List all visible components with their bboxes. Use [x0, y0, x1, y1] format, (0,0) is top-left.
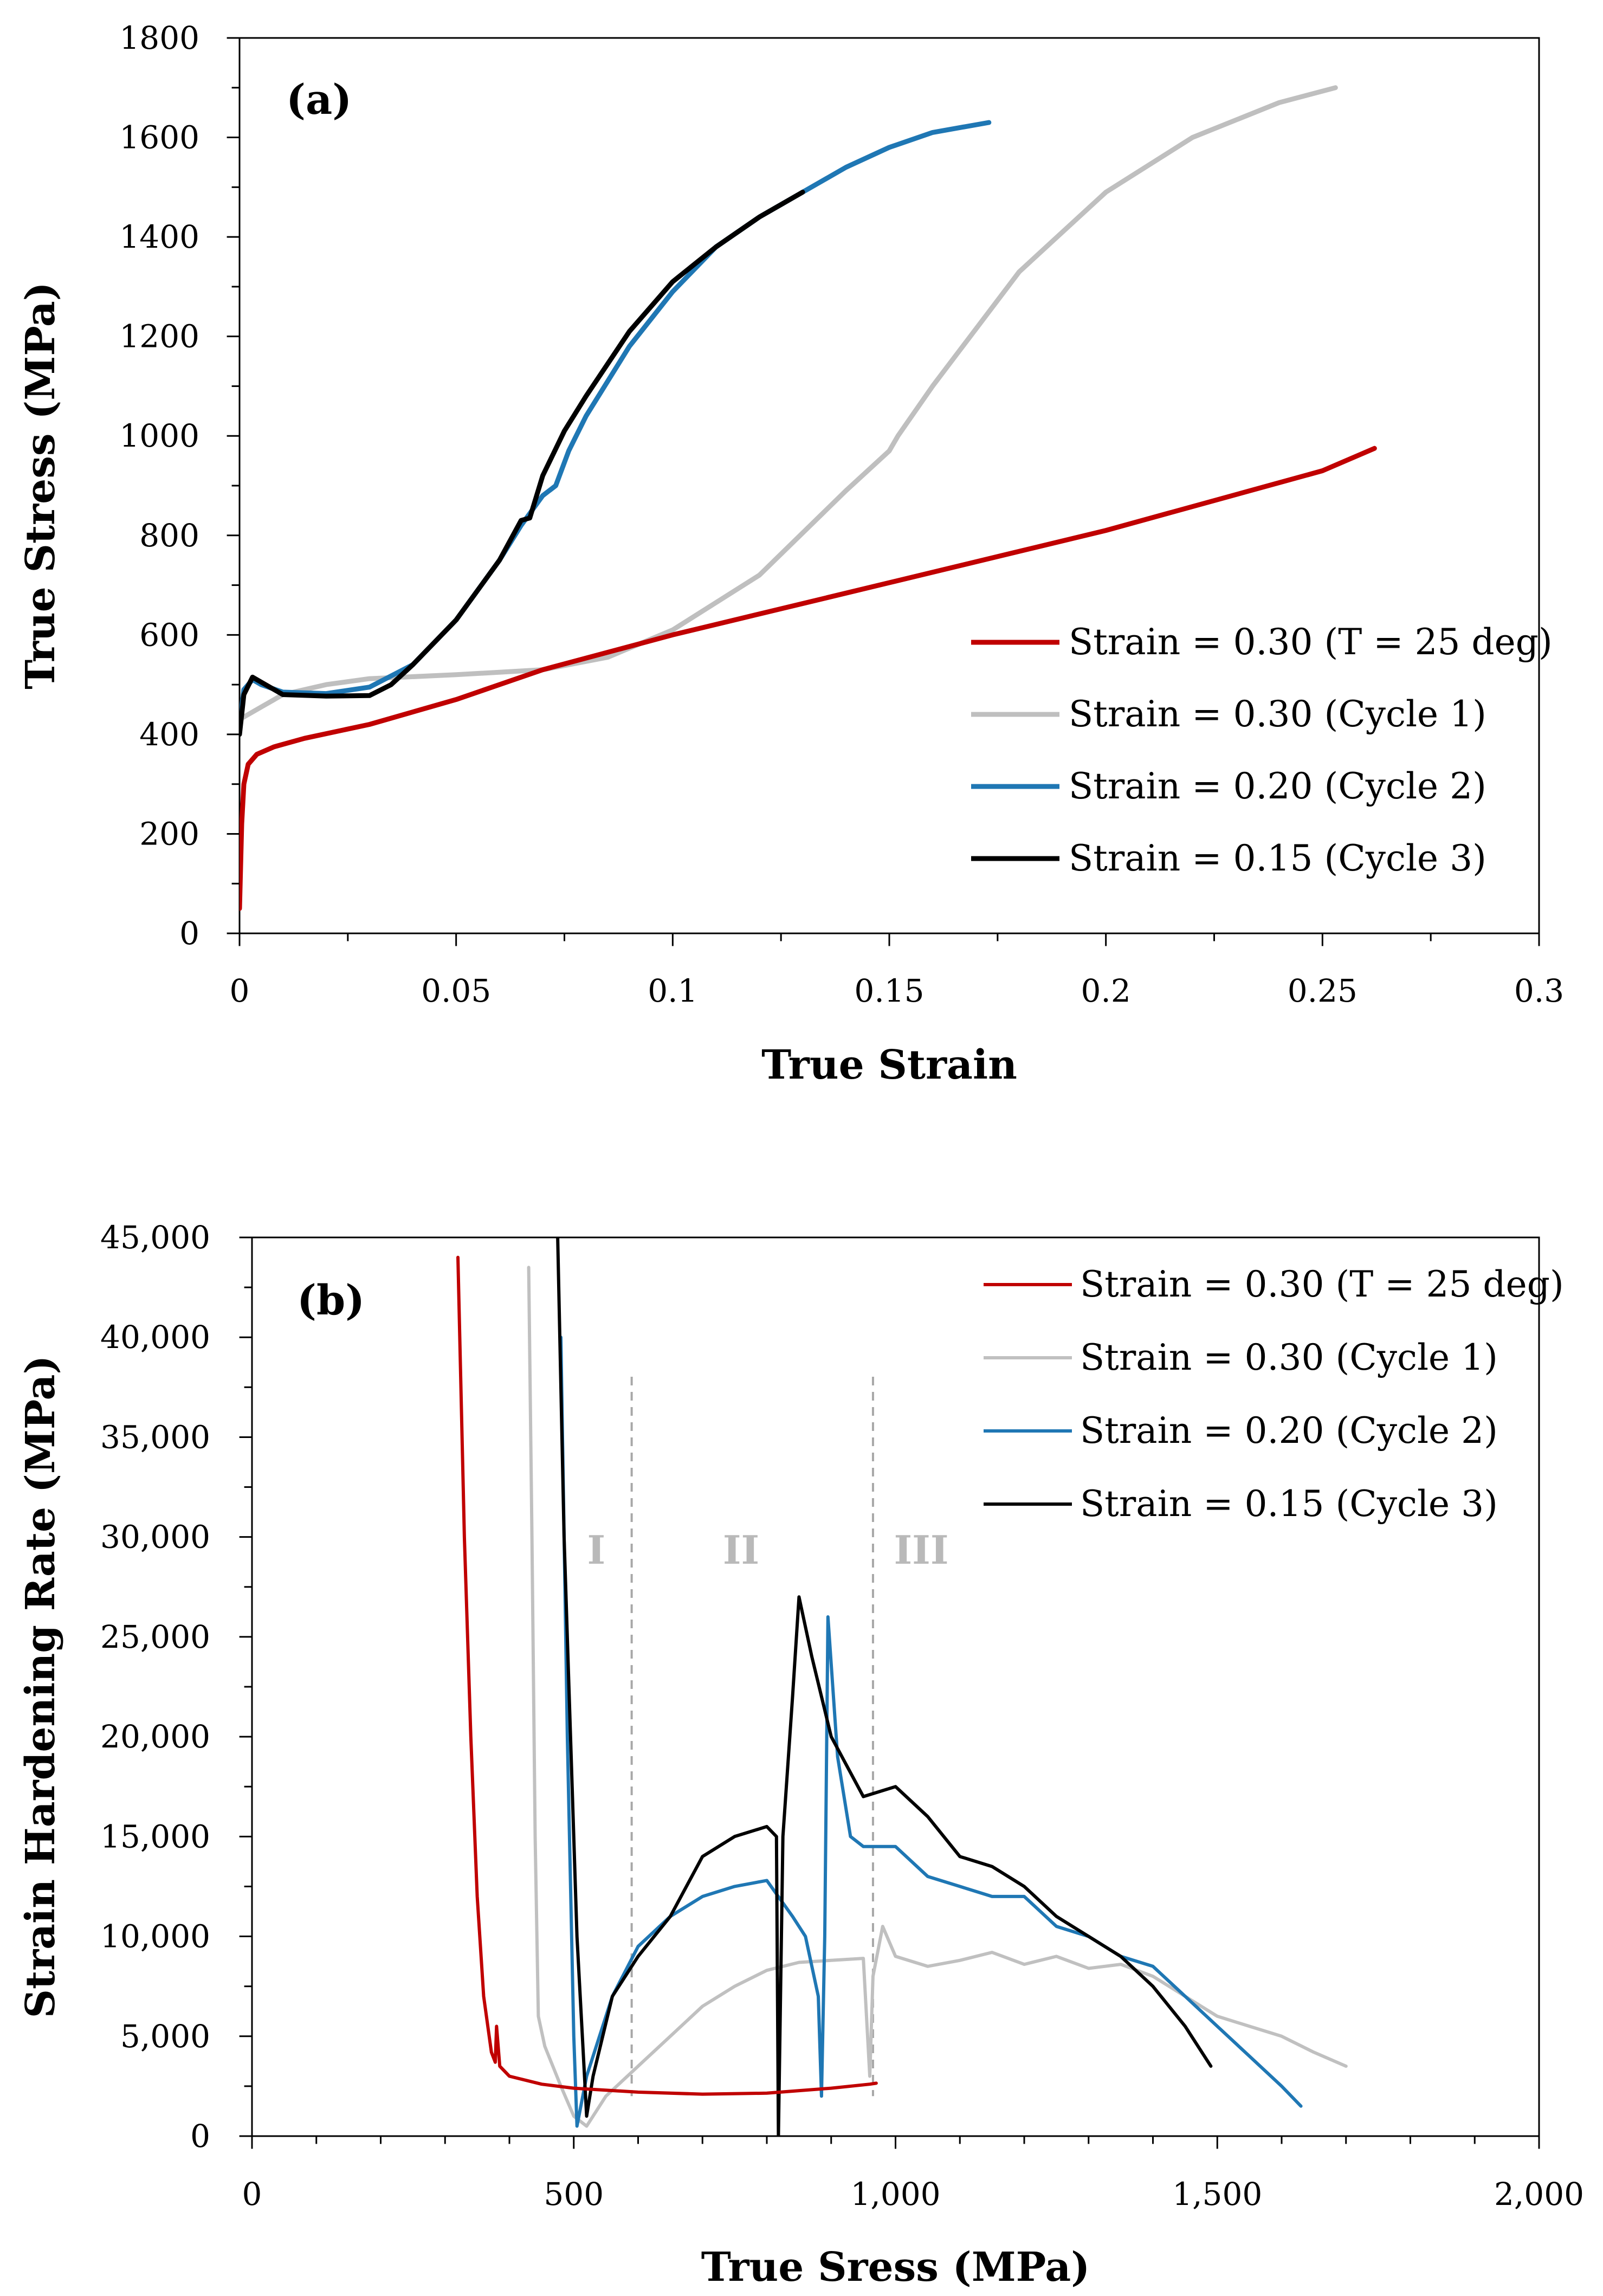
y-tick-label: 1600 [119, 119, 199, 156]
y-tick-label: 30,000 [100, 1519, 210, 1556]
region-label: III [894, 1527, 948, 1573]
x-tick-label: 0.05 [421, 972, 491, 1009]
series-line-4 [240, 190, 805, 737]
x-tick-label: 0 [242, 2176, 262, 2213]
x-tick-label: 1,500 [1172, 2176, 1262, 2213]
y-tick-label: 800 [139, 517, 199, 554]
y-tick-label: 40,000 [100, 1319, 210, 1356]
x-tick-label: 1,000 [850, 2176, 940, 2213]
x-tick-label: 2,000 [1494, 2176, 1584, 2213]
y-tick-label: 10,000 [100, 1918, 210, 1955]
y-tick-label: 200 [139, 815, 199, 852]
panel-label: (b) [297, 1276, 365, 1324]
y-tick-label: 20,000 [100, 1718, 210, 1755]
x-tick-label: 500 [544, 2176, 604, 2213]
y-tick-label: 1200 [119, 318, 199, 355]
panel-a-chart: 0 0.05 0.1 0.15 0.2 0.25 0.3 0 200 400 600 800 1000 1… [17, 20, 1564, 1088]
y-tick-label: 600 [139, 616, 199, 653]
x-tick-label: 0.1 [648, 972, 697, 1009]
y-tick-label: 25,000 [100, 1618, 210, 1655]
y-tick-label: 45,000 [100, 1219, 210, 1256]
series-line-3 [240, 120, 992, 727]
y-tick-label: 0 [179, 915, 199, 952]
y-tick-label: 1800 [119, 20, 199, 56]
x-axis-title: True Strain [761, 1042, 1017, 1088]
y-tick-label: 35,000 [100, 1418, 210, 1455]
y-tick-label: 400 [139, 716, 199, 753]
legend-entry: Strain = 0.15 (Cycle 3) [1080, 1483, 1498, 1525]
y-tick-label: 1400 [119, 218, 199, 255]
x-tick-label: 0.3 [1514, 972, 1564, 1009]
x-tick-label: 0.2 [1081, 972, 1131, 1009]
y-tick-label: 1000 [119, 417, 199, 454]
panel-label: (a) [286, 75, 352, 124]
y-tick-label: 15,000 [100, 1818, 210, 1855]
legend-entry: Strain = 0.30 (T = 25 deg) [1069, 621, 1553, 663]
legend-entry: Strain = 0.15 (Cycle 3) [1069, 837, 1486, 879]
series-line-4 [556, 1237, 1213, 2136]
y-tick-label: 5,000 [120, 2018, 210, 2055]
series-line-2 [240, 85, 1338, 722]
x-tick-label: 0.15 [854, 972, 924, 1009]
series-line-2 [527, 1266, 1348, 2128]
y-tick-label: 0 [190, 2118, 210, 2155]
region-label: I [587, 1527, 605, 1573]
x-axis-title: True Sress (MPa) [701, 2244, 1090, 2291]
series-line-3 [559, 1336, 1303, 2128]
series-line-1 [456, 1255, 878, 2096]
x-tick-label: 0.25 [1288, 972, 1358, 1009]
legend-entry: Strain = 0.30 (T = 25 deg) [1080, 1263, 1564, 1305]
y-axis-title: Strain Hardening Rate (MPa) [17, 1356, 64, 2018]
series-line-1 [240, 446, 1377, 911]
panel-b-chart: 0 500 1,000 1,500 2,000 0 5,000 10,000 15,000 20,… [17, 1219, 1584, 2291]
legend-entry: Strain = 0.30 (Cycle 1) [1080, 1337, 1498, 1378]
y-axis-title: True Stress (MPa) [17, 282, 64, 689]
legend-entry: Strain = 0.20 (Cycle 2) [1080, 1410, 1498, 1452]
region-label: II [723, 1527, 759, 1573]
legend-entry: Strain = 0.20 (Cycle 2) [1069, 765, 1486, 807]
x-tick-label: 0 [230, 972, 250, 1009]
legend-entry: Strain = 0.30 (Cycle 1) [1069, 693, 1486, 735]
